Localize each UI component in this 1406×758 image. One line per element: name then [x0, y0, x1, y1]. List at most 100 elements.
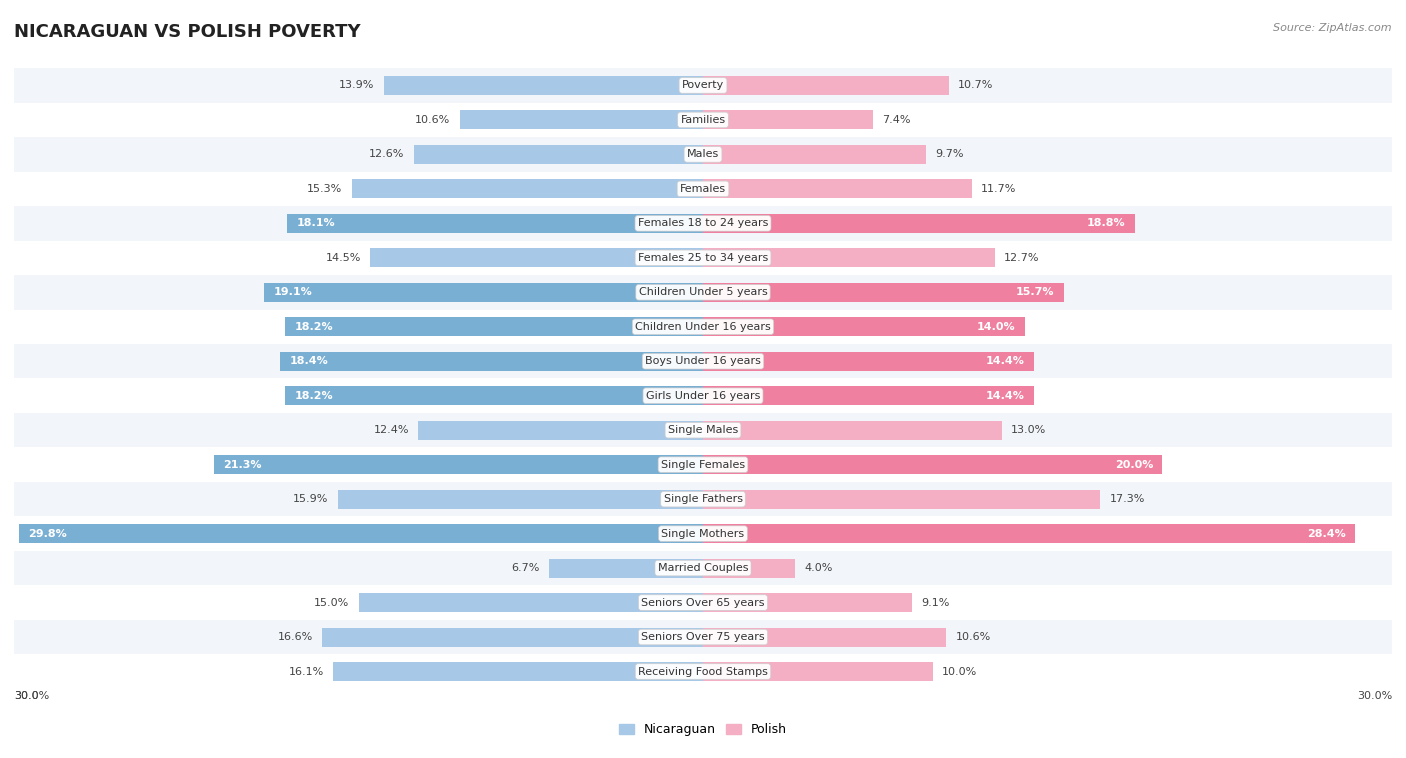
Bar	[703, 559, 794, 578]
Bar	[285, 318, 703, 337]
Bar	[18, 524, 703, 543]
Bar	[384, 76, 703, 95]
Text: Single Mothers: Single Mothers	[661, 528, 745, 539]
Bar	[413, 145, 703, 164]
Text: Receiving Food Stamps: Receiving Food Stamps	[638, 666, 768, 676]
Bar	[14, 68, 1392, 102]
Bar	[418, 421, 703, 440]
Bar	[703, 180, 972, 199]
Text: 14.4%: 14.4%	[986, 390, 1025, 401]
Bar	[14, 309, 1392, 344]
Bar	[14, 206, 1392, 240]
Text: Boys Under 16 years: Boys Under 16 years	[645, 356, 761, 366]
Text: 18.2%: 18.2%	[294, 321, 333, 332]
Text: 15.3%: 15.3%	[307, 184, 343, 194]
Bar	[703, 387, 1033, 406]
Text: Females: Females	[681, 184, 725, 194]
Text: 13.0%: 13.0%	[1011, 425, 1046, 435]
Bar	[280, 352, 703, 371]
Text: 20.0%: 20.0%	[1115, 459, 1153, 470]
Text: 18.4%: 18.4%	[290, 356, 329, 366]
Bar	[14, 344, 1392, 378]
Text: Married Couples: Married Couples	[658, 563, 748, 573]
Bar	[14, 378, 1392, 413]
Text: 10.7%: 10.7%	[957, 80, 993, 90]
Bar	[214, 456, 703, 475]
Bar	[703, 214, 1135, 233]
Bar	[264, 283, 703, 302]
Text: Males: Males	[688, 149, 718, 159]
Text: 15.7%: 15.7%	[1017, 287, 1054, 297]
Text: 30.0%: 30.0%	[1357, 691, 1392, 701]
Bar	[14, 447, 1392, 482]
Bar	[14, 137, 1392, 171]
Text: 9.1%: 9.1%	[921, 597, 949, 608]
Bar	[703, 421, 1001, 440]
Bar	[703, 524, 1355, 543]
Bar	[285, 387, 703, 406]
Text: Source: ZipAtlas.com: Source: ZipAtlas.com	[1274, 23, 1392, 33]
Text: Children Under 16 years: Children Under 16 years	[636, 321, 770, 332]
Bar	[703, 662, 932, 681]
Text: 10.6%: 10.6%	[956, 632, 991, 642]
Text: 14.0%: 14.0%	[977, 321, 1015, 332]
Text: 30.0%: 30.0%	[14, 691, 49, 701]
Text: 9.7%: 9.7%	[935, 149, 963, 159]
Bar	[703, 283, 1063, 302]
Bar	[14, 275, 1392, 309]
Bar	[703, 352, 1033, 371]
Text: 30.0: 30.0	[14, 691, 39, 701]
Bar	[14, 551, 1392, 585]
Text: Seniors Over 65 years: Seniors Over 65 years	[641, 597, 765, 608]
Bar	[460, 111, 703, 130]
Text: Girls Under 16 years: Girls Under 16 years	[645, 390, 761, 401]
Bar	[703, 76, 949, 95]
Text: 15.0%: 15.0%	[314, 597, 349, 608]
Text: Poverty: Poverty	[682, 80, 724, 90]
Bar	[550, 559, 703, 578]
Text: 28.4%: 28.4%	[1308, 528, 1346, 539]
Text: 16.6%: 16.6%	[277, 632, 312, 642]
Bar	[337, 490, 703, 509]
Text: Single Males: Single Males	[668, 425, 738, 435]
Text: Families: Families	[681, 115, 725, 125]
Bar	[703, 111, 873, 130]
Text: 17.3%: 17.3%	[1109, 494, 1144, 504]
Bar	[287, 214, 703, 233]
Text: 11.7%: 11.7%	[981, 184, 1017, 194]
Text: 14.5%: 14.5%	[325, 253, 361, 263]
Text: Single Fathers: Single Fathers	[664, 494, 742, 504]
Bar	[14, 482, 1392, 516]
Text: 12.7%: 12.7%	[1004, 253, 1039, 263]
Text: Females 25 to 34 years: Females 25 to 34 years	[638, 253, 768, 263]
Bar	[333, 662, 703, 681]
Bar	[703, 593, 912, 612]
Text: 4.0%: 4.0%	[804, 563, 832, 573]
Text: 14.4%: 14.4%	[986, 356, 1025, 366]
Bar	[703, 628, 946, 647]
Bar	[703, 318, 1025, 337]
Bar	[322, 628, 703, 647]
Legend: Nicaraguan, Polish: Nicaraguan, Polish	[614, 719, 792, 741]
Text: Females 18 to 24 years: Females 18 to 24 years	[638, 218, 768, 228]
Text: 6.7%: 6.7%	[512, 563, 540, 573]
Text: 18.8%: 18.8%	[1087, 218, 1126, 228]
Text: 7.4%: 7.4%	[882, 115, 911, 125]
Bar	[14, 654, 1392, 689]
Bar	[14, 240, 1392, 275]
Text: 18.1%: 18.1%	[297, 218, 335, 228]
Bar	[14, 585, 1392, 620]
Bar	[14, 413, 1392, 447]
Bar	[14, 171, 1392, 206]
Text: Single Females: Single Females	[661, 459, 745, 470]
Bar	[703, 490, 1101, 509]
Bar	[352, 180, 703, 199]
Text: 29.8%: 29.8%	[28, 528, 66, 539]
Bar	[703, 249, 994, 268]
Bar	[14, 102, 1392, 137]
Text: 21.3%: 21.3%	[224, 459, 262, 470]
Bar	[14, 620, 1392, 654]
Text: 10.0%: 10.0%	[942, 666, 977, 676]
Bar	[703, 145, 925, 164]
Text: Children Under 5 years: Children Under 5 years	[638, 287, 768, 297]
